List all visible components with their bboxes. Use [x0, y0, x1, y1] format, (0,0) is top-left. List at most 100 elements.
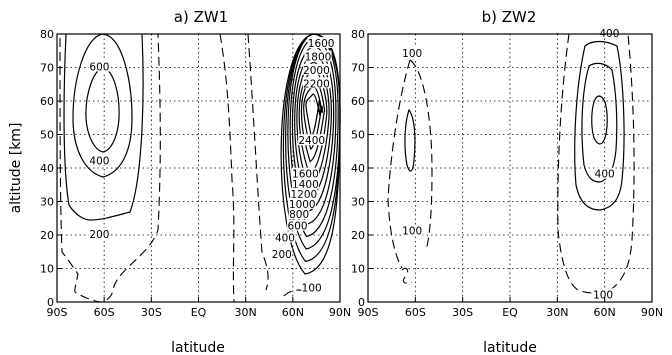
- contour-a-nh-level: [298, 69, 328, 175]
- y-tick-label: 10: [351, 263, 365, 276]
- y-tick-label: 40: [40, 162, 54, 175]
- contour-a-sh-600: [85, 67, 120, 153]
- contour-a-nh-neg: [247, 33, 269, 291]
- contour-label-bg: [594, 167, 616, 179]
- contour-label: 1600: [308, 38, 335, 50]
- y-tick-label: 10: [40, 263, 54, 276]
- panel-b-title: b) ZW2: [482, 8, 537, 26]
- y-tick-label: 20: [40, 229, 54, 242]
- y-tick-label: 80: [40, 28, 54, 41]
- y-tick-label: 70: [40, 62, 54, 75]
- contour-a-nh-level: [303, 85, 323, 150]
- contour-label-bg: [274, 231, 296, 243]
- contour-label: 800: [289, 209, 309, 221]
- contour-a-eq-neg: [219, 33, 235, 303]
- x-tick-label: 30N: [546, 306, 568, 319]
- contour-label: 100: [593, 289, 613, 301]
- contour-label: 100: [302, 283, 322, 295]
- contour-label-bg: [89, 154, 110, 166]
- contour-b-nh-core: [591, 95, 608, 145]
- contour-b-nh-inner: [581, 62, 618, 183]
- contour-label-bg: [271, 248, 293, 260]
- y-tick-label: 80: [351, 28, 365, 41]
- x-tick-label: 60S: [405, 306, 426, 319]
- y-tick-label: 60: [351, 95, 365, 108]
- contour-a-nh-level: [287, 33, 339, 238]
- contour-label-bg: [298, 134, 326, 146]
- panel-a-xticks: 90S 60S 30S EQ 30N 60N 90N: [47, 297, 351, 319]
- contour-label: 1200: [290, 189, 317, 201]
- y-tick-label: 30: [40, 196, 54, 209]
- contour-b-sh-100-right: [409, 59, 433, 251]
- panel-a-contours: [59, 33, 341, 303]
- contour-label-bg: [301, 281, 323, 293]
- contour-label-bg: [291, 177, 320, 189]
- contour-label: 200: [89, 229, 109, 241]
- y-tick-label: 70: [351, 62, 365, 75]
- panel-a-xlabel: latitude: [171, 340, 225, 355]
- contour-label-bg: [288, 207, 310, 219]
- contour-label-bg: [401, 47, 423, 59]
- contour-label-bg: [302, 77, 331, 89]
- panel-b-contours: [387, 33, 635, 294]
- contour-a-nh-level: [291, 45, 335, 213]
- contour-label-bg: [89, 228, 110, 239]
- x-tick-label: 60N: [282, 306, 304, 319]
- contour-label-bg: [304, 50, 332, 62]
- contour-label: 1800: [305, 51, 332, 63]
- panel-a-yticks: 0 10 20 30 40 50 60 70 80: [40, 28, 62, 309]
- y-tick-label: 50: [40, 129, 54, 142]
- contour-label-bg: [288, 197, 316, 209]
- contour-b-nh-400: [574, 40, 625, 211]
- contour-label: 1600: [292, 169, 319, 181]
- x-tick-label: 90S: [358, 306, 379, 319]
- contour-label: 2000: [303, 65, 330, 77]
- x-tick-label: 90N: [329, 306, 351, 319]
- x-tick-label: EQ: [502, 306, 518, 319]
- y-tick-label: 60: [40, 95, 54, 108]
- contour-label-bg: [290, 187, 318, 199]
- panel-b-yticks: 0 10 20 30 40 50 60 70 80: [351, 28, 373, 309]
- contour-label: 100: [402, 48, 422, 60]
- x-tick-label: 30S: [141, 306, 162, 319]
- panel-zw1: a) ZW1 600400200160018002000220024001600…: [8, 8, 351, 355]
- contour-label-bg: [401, 224, 423, 236]
- contour-label-bg: [89, 60, 110, 72]
- contour-label-bg: [592, 288, 614, 300]
- y-tick-label: 30: [351, 196, 365, 209]
- contour-label: 200: [272, 249, 292, 261]
- contour-label: 2400: [298, 135, 325, 147]
- y-tick-label: 0: [358, 296, 365, 309]
- contour-b-sh-small: [404, 108, 416, 172]
- contour-label: 600: [288, 221, 308, 233]
- x-tick-label: 90N: [641, 306, 663, 319]
- contour-label-bg: [598, 27, 620, 38]
- contour-a-sh-400: [72, 33, 133, 178]
- contour-label: 100: [402, 226, 422, 238]
- panel-b-xticks: 90S 60S 30S EQ 30N 60N 90N: [358, 297, 663, 319]
- contour-label: 1400: [292, 179, 319, 191]
- contour-b-nh-outer: [557, 33, 635, 294]
- panel-a-nh-contours: [280, 33, 341, 275]
- x-tick-label: 60N: [594, 306, 616, 319]
- contour-a-nh-level: [305, 93, 321, 138]
- y-tick-label: 20: [351, 229, 365, 242]
- contour-a-sh-neg-outer: [59, 33, 161, 303]
- y-tick-label: 40: [351, 162, 365, 175]
- contour-label: 600: [89, 62, 109, 74]
- contour-b-sh-low: [401, 267, 413, 284]
- contour-label: 400: [275, 232, 295, 244]
- contour-label-bg: [291, 167, 320, 179]
- contour-a-nh-level: [289, 38, 337, 225]
- contour-a-nh-level: [280, 33, 341, 275]
- contour-label: 400: [89, 155, 109, 167]
- contour-b-sh-100: [387, 59, 411, 269]
- panel-a-contour-labels: 6004002001600180020002200240016001400120…: [89, 37, 335, 295]
- x-tick-label: 90S: [47, 306, 68, 319]
- panel-b-xlabel: latitude: [483, 340, 537, 355]
- contour-label-bg: [287, 219, 308, 231]
- contour-label-bg: [307, 37, 335, 49]
